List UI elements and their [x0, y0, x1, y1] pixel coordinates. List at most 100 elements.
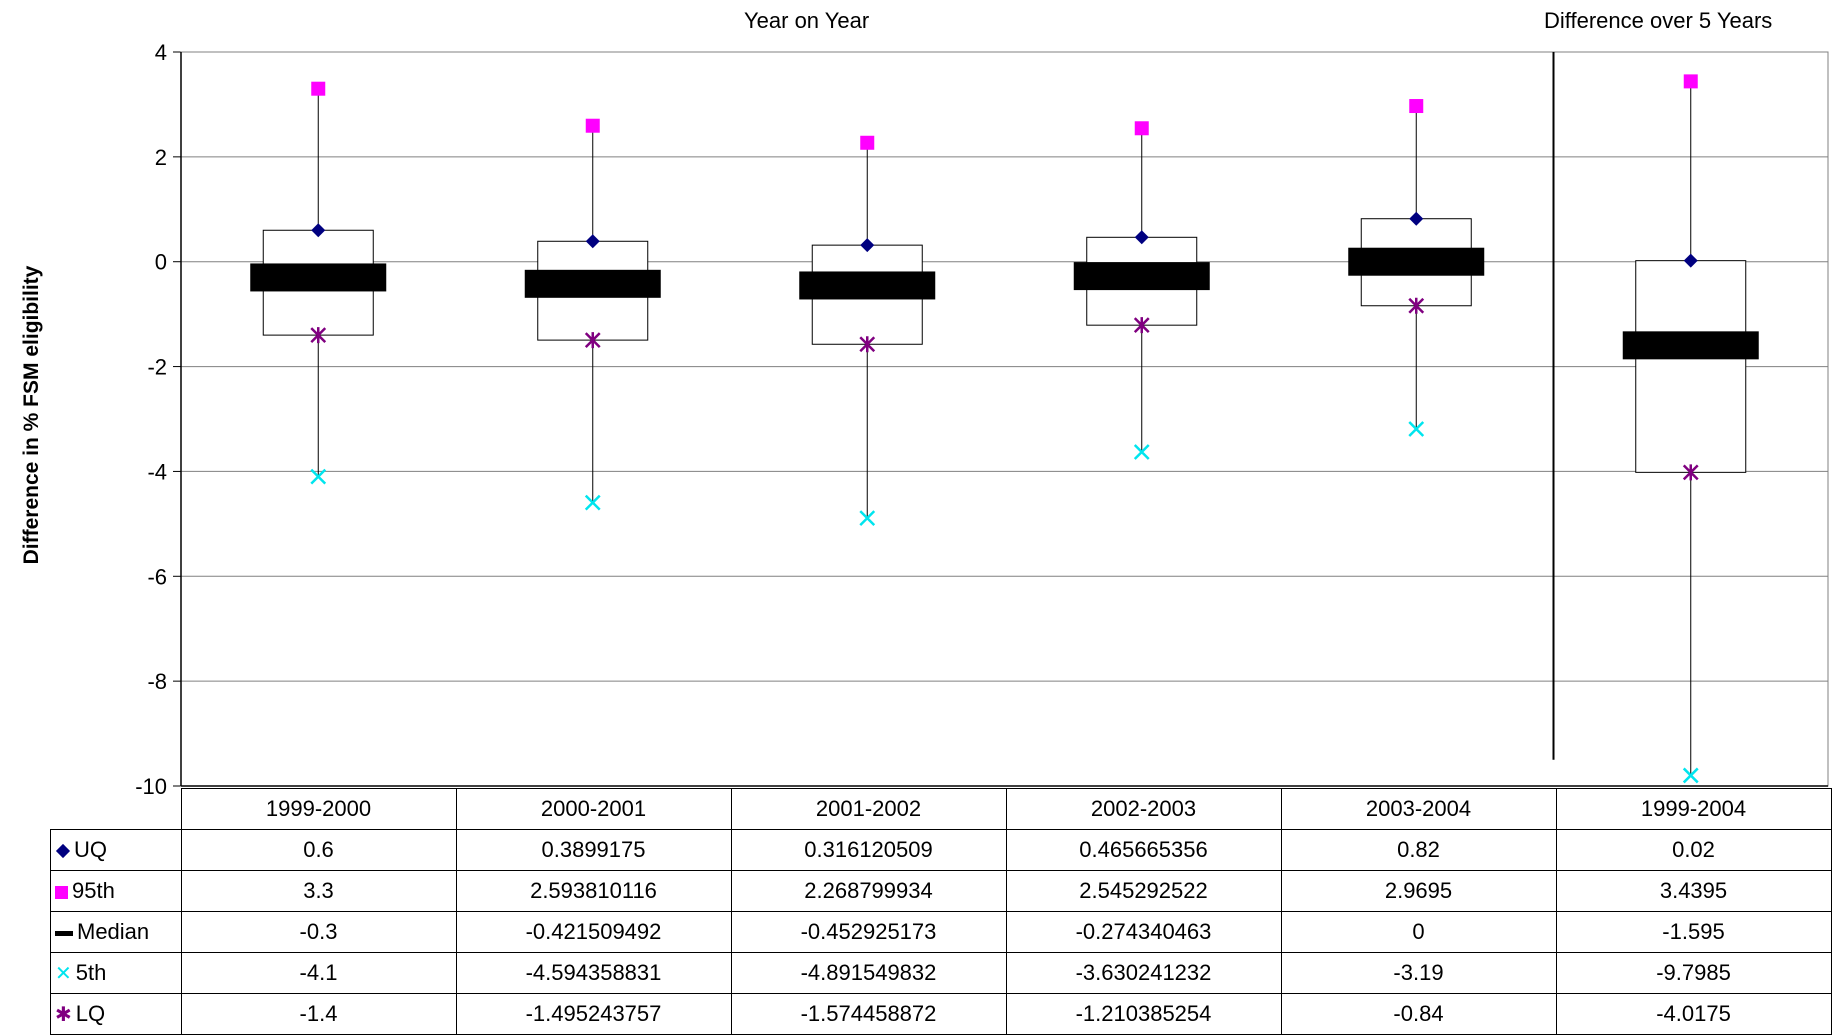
category-label: 2003-2004	[1280, 788, 1557, 830]
p95-marker	[585, 118, 600, 133]
legend-label: LQ	[75, 1001, 106, 1026]
y-tick-label: -6	[147, 564, 167, 589]
median-marker	[524, 269, 661, 298]
uq-marker	[860, 238, 875, 253]
data-cell: 2.593810116	[455, 870, 732, 912]
data-cell: 0.6	[180, 829, 457, 871]
data-cell: 2.9695	[1280, 870, 1557, 912]
category-label: 1999-2004	[1555, 788, 1832, 830]
median-marker	[1073, 262, 1210, 291]
p5-marker	[1133, 444, 1150, 460]
median-marker	[250, 263, 387, 292]
y-tick-label: -2	[147, 355, 167, 380]
data-cell: 0.316120509	[730, 829, 1007, 871]
data-cell: -4.1	[180, 952, 457, 994]
data-cell: -1.495243757	[455, 993, 732, 1035]
p95-marker	[311, 81, 326, 96]
data-cell: 0.3899175	[455, 829, 732, 871]
category-label: 1999-2000	[180, 788, 457, 830]
iqr-box	[1635, 260, 1747, 473]
median-marker	[1348, 247, 1485, 276]
uq-marker	[1409, 211, 1424, 226]
data-table-row-median: Median -0.3 -0.421509492 -0.452925173 -0…	[50, 911, 1832, 953]
star-marker-icon: ✱	[55, 1004, 72, 1027]
data-cell: 0.02	[1555, 829, 1832, 871]
data-cell: -4.594358831	[455, 952, 732, 994]
p5-marker	[1682, 767, 1699, 784]
y-tick-label: -8	[147, 669, 167, 694]
legend-entry-5th: ✕ 5th	[50, 952, 182, 994]
data-cell: -0.274340463	[1005, 911, 1282, 953]
legend-label: Median	[77, 919, 150, 944]
lq-marker	[1408, 297, 1425, 314]
data-cell: -4.0175	[1555, 993, 1832, 1035]
data-cell: -0.421509492	[455, 911, 732, 953]
legend-label: 95th	[72, 878, 115, 903]
legend-label: UQ	[74, 837, 107, 862]
category-label: 2000-2001	[455, 788, 732, 830]
legend-entry-lq: ✱ LQ	[50, 993, 182, 1035]
legend-entry-95th: 95th	[50, 870, 182, 912]
data-table-row-uq: UQ 0.6 0.3899175 0.316120509 0.465665356…	[50, 829, 1832, 871]
p5-marker	[310, 468, 327, 485]
uq-marker	[1134, 230, 1149, 245]
p95-marker	[1409, 99, 1424, 114]
legend-entry-uq: UQ	[50, 829, 182, 871]
data-cell: 2.268799934	[730, 870, 1007, 912]
p95-marker	[860, 135, 875, 150]
uq-marker	[1683, 253, 1698, 268]
legend-entry-median: Median	[50, 911, 182, 953]
x-marker-icon: ✕	[55, 963, 72, 986]
data-table-row-lq: ✱ LQ -1.4 -1.495243757 -1.574458872 -1.21…	[50, 993, 1832, 1035]
data-cell: -9.7985	[1555, 952, 1832, 994]
data-cell: 0	[1280, 911, 1557, 953]
p5-marker	[859, 510, 876, 527]
y-axis-label: Difference in % FSM eligibility	[20, 265, 43, 564]
legend-label: 5th	[75, 960, 107, 985]
chart-plot: 420-2-4-6-8-10	[135, 40, 1829, 799]
section-title-difference-5-years: Difference over 5 Years	[1544, 8, 1773, 33]
data-cell: -1.595	[1555, 911, 1832, 953]
section-title-year-on-year: Year on Year	[744, 8, 870, 33]
p5-marker	[584, 494, 601, 511]
uq-marker	[311, 223, 326, 238]
lq-marker	[584, 332, 601, 349]
y-tick-label: -4	[147, 459, 167, 484]
category-label: 2001-2002	[730, 788, 1007, 830]
lq-marker	[1682, 464, 1699, 481]
y-tick-label: 2	[155, 145, 167, 170]
median-marker	[799, 271, 936, 300]
lq-marker	[1133, 317, 1150, 334]
square-marker-icon	[55, 885, 68, 899]
y-tick-label: 4	[155, 40, 167, 65]
data-cell: -4.891549832	[730, 952, 1007, 994]
lq-marker	[310, 327, 327, 344]
data-table-row-5th: ✕ 5th -4.1 -4.594358831 -4.891549832 -3.6…	[50, 952, 1832, 994]
plot-area-border	[180, 51, 1829, 787]
data-table-header-row: 1999-2000 2000-2001 2001-2002 2002-2003 …	[50, 788, 1832, 830]
lq-marker	[859, 336, 876, 353]
p95-marker	[1683, 74, 1698, 89]
data-cell: -0.452925173	[730, 911, 1007, 953]
p5-marker	[1408, 421, 1425, 437]
data-cell: 0.465665356	[1005, 829, 1282, 871]
y-tick-label: 0	[155, 250, 167, 275]
data-cell: -3.19	[1280, 952, 1557, 994]
data-cell: -1.210385254	[1005, 993, 1282, 1035]
y-axis-label-container: Difference in % FSM eligibility	[20, 265, 43, 564]
data-cell: -0.84	[1280, 993, 1557, 1035]
data-cell: -1.574458872	[730, 993, 1007, 1035]
data-table: 1999-2000 2000-2001 2001-2002 2002-2003 …	[50, 788, 1832, 1035]
data-cell: -0.3	[180, 911, 457, 953]
diamond-marker-icon	[55, 844, 71, 859]
median-marker	[1622, 331, 1759, 360]
data-cell: 0.82	[1280, 829, 1557, 871]
data-cell: 3.3	[180, 870, 457, 912]
uq-marker	[585, 234, 600, 249]
data-cell: 3.4395	[1555, 870, 1832, 912]
category-label: 2002-2003	[1005, 788, 1282, 830]
dash-marker-icon	[55, 930, 73, 936]
data-table-corner	[50, 788, 182, 830]
data-cell: -1.4	[180, 993, 457, 1035]
p95-marker	[1134, 121, 1149, 136]
